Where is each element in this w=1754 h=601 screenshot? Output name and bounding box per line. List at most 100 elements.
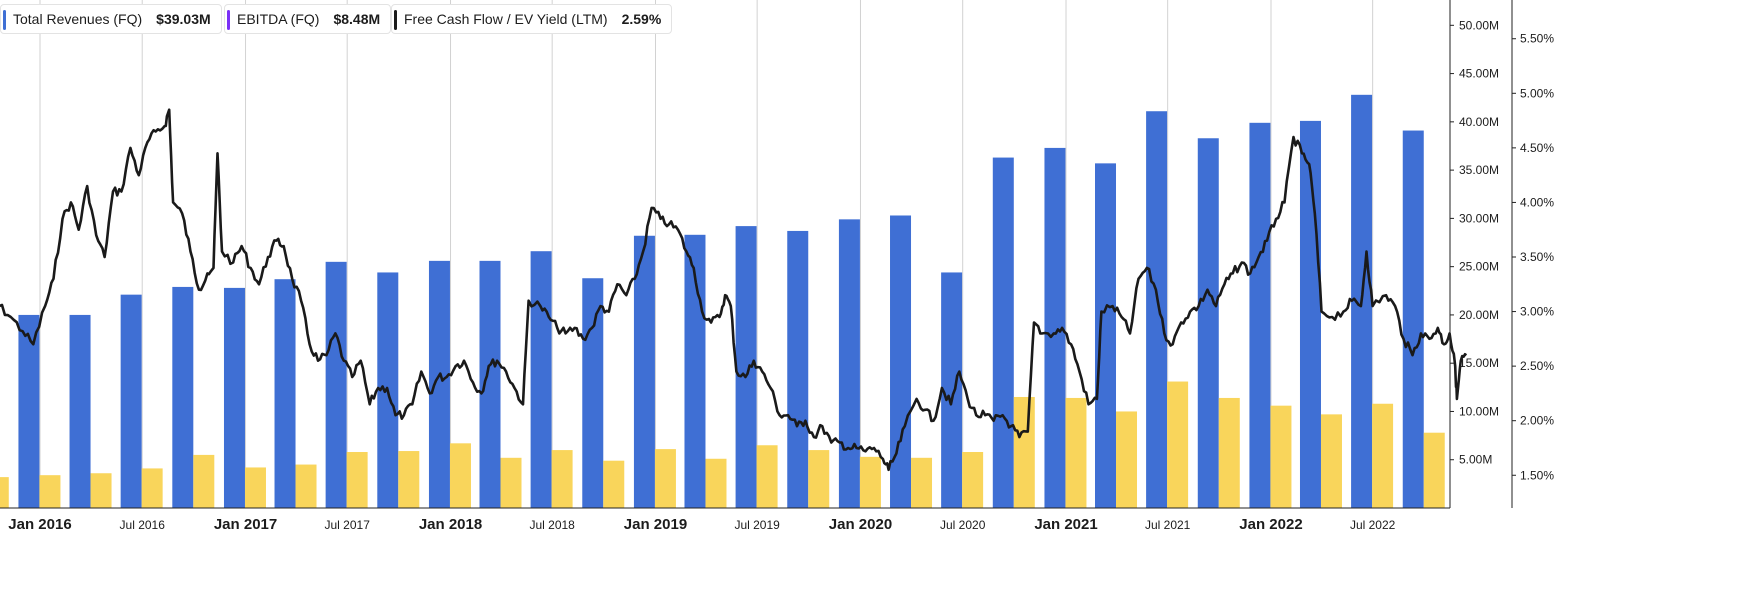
legend-name: Total Revenues (FQ) xyxy=(13,11,143,27)
legend-swatch xyxy=(3,10,6,30)
left-tick-label: 50.00M xyxy=(1459,18,1499,32)
ebitda-bar xyxy=(1423,432,1445,508)
ebitda-bar xyxy=(0,477,9,508)
left-axis-labels: 5.00M 10.00M 15.00M 20.00M 25.00M 30.00M 35.00… xyxy=(1450,18,1499,467)
ebitda-bar xyxy=(398,451,420,508)
left-tick-label: 15.00M xyxy=(1459,356,1499,370)
revenue-bar xyxy=(890,215,912,508)
axes xyxy=(0,0,1513,509)
right-tick-label: 2.50% xyxy=(1520,359,1554,373)
left-tick-label: 45.00M xyxy=(1459,67,1499,81)
ebitda-bar xyxy=(39,475,61,508)
revenue-bar xyxy=(18,314,40,508)
legend-swatch xyxy=(227,10,230,30)
left-tick-label: 20.00M xyxy=(1459,308,1499,322)
x-tick-label: Jan 2021 xyxy=(1034,516,1097,533)
revenue-bar xyxy=(479,260,501,508)
ebitda-bar xyxy=(911,457,933,508)
revenue-bar xyxy=(992,157,1014,509)
right-tick-label: 5.50% xyxy=(1520,32,1554,46)
right-tick-label: 3.50% xyxy=(1520,250,1554,264)
revenue-bar xyxy=(1146,111,1168,508)
x-tick-label: Jul 2021 xyxy=(1145,518,1191,532)
ebitda-bar xyxy=(1065,397,1087,508)
ebitda-bar xyxy=(808,450,830,508)
left-tick-label: 25.00M xyxy=(1459,260,1499,274)
right-tick-label: 5.00% xyxy=(1520,86,1554,100)
ebitda-bar xyxy=(1218,397,1240,508)
x-tick-label: Jul 2016 xyxy=(120,518,166,532)
revenue-bar xyxy=(274,279,296,508)
x-axis-labels: Jan 2016 Jul 2016 Jan 2017 Jul 2017 Jan 2018… xyxy=(8,516,1395,533)
revenue-bar xyxy=(530,251,552,508)
x-tick-label: Jul 2020 xyxy=(940,518,986,532)
right-tick-label: 1.50% xyxy=(1520,468,1554,482)
revenue-bar xyxy=(428,260,450,508)
x-tick-label: Jul 2019 xyxy=(734,518,780,532)
revenue-bar xyxy=(1044,147,1066,508)
legend-value: $8.48M xyxy=(333,11,381,27)
right-axis-labels: 1.50% 2.00% 2.50% 3.00% 3.50% 4.00% 4.50% 5.00%… xyxy=(1512,32,1554,482)
ebitda-bar xyxy=(449,443,471,508)
ebitda-bar xyxy=(962,452,984,508)
x-tick-label: Jan 2017 xyxy=(214,516,277,533)
legend-value: $39.03M xyxy=(156,11,211,27)
ebitda-bar xyxy=(193,454,215,508)
ebitda-bar xyxy=(705,458,727,508)
revenue-bar xyxy=(838,219,860,508)
revenue-bar xyxy=(69,314,91,508)
ebitda-bar xyxy=(346,452,368,508)
revenue-bar xyxy=(582,278,604,508)
legend-value: 2.59% xyxy=(621,11,662,27)
left-tick-label: 10.00M xyxy=(1459,404,1499,418)
x-tick-label: Jul 2018 xyxy=(529,518,575,532)
legend-fcf-ev-yield[interactable]: Free Cash Flow / EV Yield (LTM) 2.59% xyxy=(391,4,673,34)
x-tick-label: Jan 2020 xyxy=(829,516,892,533)
revenue-bar xyxy=(735,226,757,508)
right-tick-label: 2.00% xyxy=(1520,414,1554,428)
legend-swatch xyxy=(394,10,397,30)
left-tick-label: 5.00M xyxy=(1459,453,1492,467)
ebitda-bar xyxy=(603,460,625,508)
ebitda-bar xyxy=(756,445,778,508)
ebitda-bar xyxy=(141,468,163,508)
left-tick-label: 30.00M xyxy=(1459,211,1499,225)
ebitda-bar xyxy=(859,456,881,508)
revenue-bar xyxy=(172,286,194,508)
ebitda-bar xyxy=(244,467,266,508)
ebitda-bar xyxy=(500,457,522,508)
ebitda-bar xyxy=(654,449,676,508)
x-tick-label: Jan 2022 xyxy=(1239,516,1302,533)
ebitda-bar xyxy=(90,473,112,508)
ebitda-bar xyxy=(1116,411,1138,508)
ebitda-bar xyxy=(295,464,317,508)
revenue-bar xyxy=(1197,138,1219,508)
revenue-bar xyxy=(1249,122,1271,509)
legend-ebitda[interactable]: EBITDA (FQ) $8.48M xyxy=(224,4,392,34)
ebitda-bar xyxy=(1013,396,1035,508)
revenue-bar xyxy=(1095,163,1117,508)
left-tick-label: 40.00M xyxy=(1459,115,1499,129)
x-tick-label: Jan 2016 xyxy=(8,516,71,533)
x-tick-label: Jul 2017 xyxy=(325,518,371,532)
x-tick-label: Jan 2018 xyxy=(419,516,482,533)
ebitda-bar xyxy=(1167,381,1189,508)
legend-total-revenues[interactable]: Total Revenues (FQ) $39.03M xyxy=(0,4,222,34)
right-tick-label: 4.50% xyxy=(1520,141,1554,155)
revenue-bar xyxy=(223,287,245,508)
ebitda-bar xyxy=(1320,414,1342,508)
legend-name: Free Cash Flow / EV Yield (LTM) xyxy=(404,11,608,27)
revenue-bar xyxy=(120,294,142,508)
left-tick-label: 35.00M xyxy=(1459,163,1499,177)
revenue-bar xyxy=(941,272,963,508)
revenue-bar xyxy=(325,261,347,508)
ebitda-bar xyxy=(1372,403,1394,508)
legend-name: EBITDA (FQ) xyxy=(237,11,320,27)
revenue-bar xyxy=(633,235,655,508)
ebitda-bar xyxy=(1270,405,1292,508)
right-tick-label: 4.00% xyxy=(1520,195,1554,209)
ebitda-bar xyxy=(551,450,573,508)
right-tick-label: 3.00% xyxy=(1520,305,1554,319)
revenue-bar xyxy=(1402,130,1424,509)
